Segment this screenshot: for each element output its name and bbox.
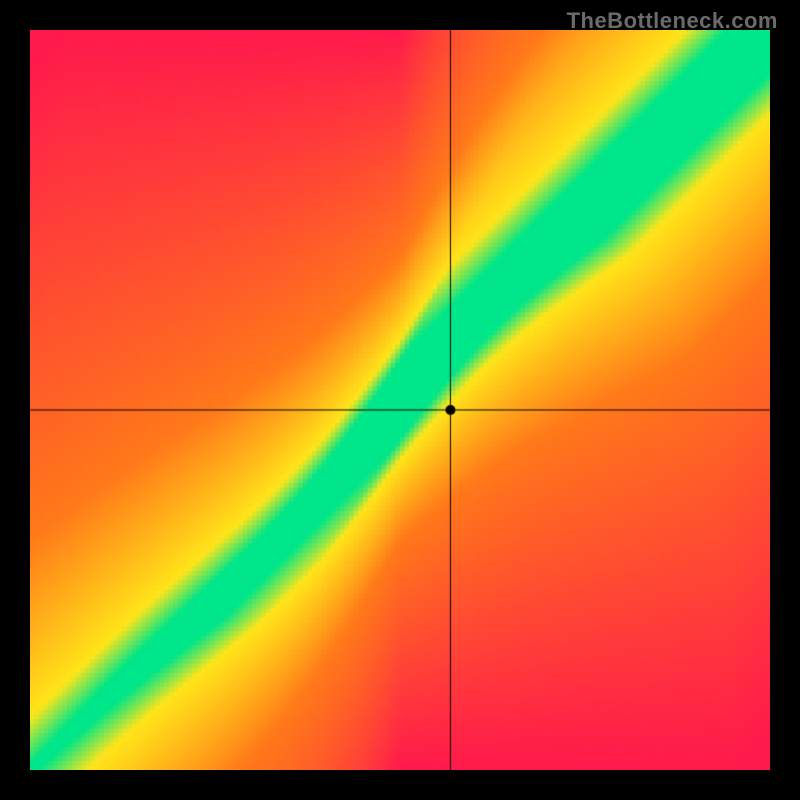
chart-frame: TheBottleneck.com — [0, 0, 800, 800]
bottleneck-heatmap-canvas — [30, 30, 770, 770]
watermark-text: TheBottleneck.com — [567, 8, 778, 34]
